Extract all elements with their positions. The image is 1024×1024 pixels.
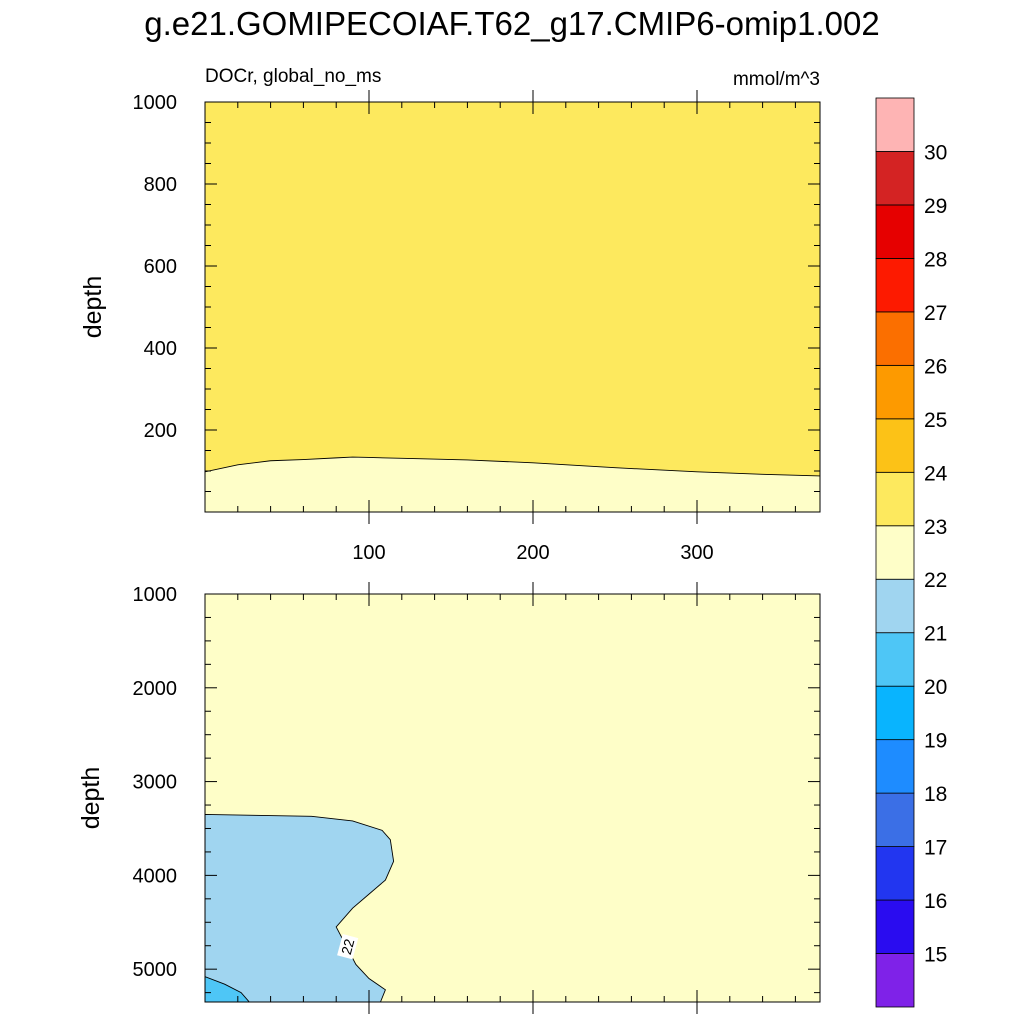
colorbar-box-24-25 [875, 418, 915, 473]
left-subtitle: DOCr, global_no_ms [205, 66, 381, 87]
units-subtitle: mmol/m^3 [733, 69, 820, 90]
colorbar-box-20-21 [875, 632, 915, 687]
colorbar-label-17: 17 [924, 837, 947, 860]
colorbar-label-16: 16 [924, 890, 947, 913]
colorbar-box-23-24 [875, 471, 915, 527]
lower-region-20-21 [205, 976, 250, 1002]
upper-y-tick-label-200: 200 [144, 420, 177, 442]
lower-y-axis-label: depth [77, 767, 105, 830]
lower-panel: 22 1000 2000 3000 4000 5000 depth [77, 582, 821, 1014]
upper-contour-line-0 [205, 456, 820, 477]
colorbar-label-23: 23 [924, 516, 947, 539]
upper-y-tick-label-600: 600 [144, 256, 177, 278]
x-tick-label-100: 100 [352, 542, 385, 564]
colorbar-box-17-18 [875, 792, 915, 847]
colorbar-label-29: 29 [924, 195, 947, 218]
lower-y-tick-label-1000: 1000 [133, 584, 178, 606]
upper-panel: 200 400 600 800 1000 100 200 300 depth [79, 90, 821, 564]
colorbar-box-29-30 [875, 151, 915, 206]
lower-plot-frame [204, 593, 821, 1003]
upper-y-axis-label: depth [79, 276, 107, 339]
lower-y-tick-label-3000: 3000 [133, 772, 178, 794]
colorbar-box-25-26 [875, 364, 915, 420]
colorbar-box-15-16 [875, 899, 915, 954]
chart-title: g.e21.GOMIPECOIAF.T62_g17.CMIP6-omip1.00… [144, 5, 880, 42]
colorbar-box-18-19a [875, 739, 915, 794]
colorbar-label-21: 21 [924, 623, 947, 646]
colorbar-box-26-27 [875, 311, 915, 366]
colorbar-label-30: 30 [924, 141, 947, 164]
lower-y-tick-label-2000: 2000 [133, 678, 178, 700]
contour-label-0: 22 [338, 937, 358, 956]
colorbar-label-28: 28 [924, 248, 947, 271]
colorbar-label-27: 27 [924, 302, 947, 325]
colorbar-box-lt15 [875, 953, 915, 1008]
colorbar-label-20: 20 [924, 676, 947, 699]
colorbar-label-19: 19 [924, 730, 947, 753]
colorbar-label-24: 24 [924, 462, 948, 485]
x-tick-label-300: 300 [680, 542, 713, 564]
colorbar-box-21-22 [875, 578, 915, 634]
colorbar-box-22-23 [875, 525, 915, 580]
x-tick-label-200: 200 [516, 542, 549, 564]
colorbar-label-22: 22 [924, 569, 947, 592]
upper-y-tick-label-400: 400 [144, 338, 177, 360]
colorbar-label-26: 26 [924, 355, 947, 378]
colorbar-box-gt30 [875, 97, 915, 152]
lower-y-tick-label-5000: 5000 [133, 959, 178, 981]
colorbar-label-15: 15 [924, 944, 947, 967]
upper-region-23-24 [205, 102, 820, 476]
colorbar-label-18: 18 [924, 783, 947, 806]
lower-y-tick-label-4000: 4000 [133, 865, 178, 887]
colorbar-box-28-29 [875, 204, 915, 259]
colorbar-box-16-17 [875, 846, 915, 901]
colorbar: 15 16 17 18 19 20 21 22 23 24 25 26 27 28 29 30 [875, 97, 948, 1008]
upper-y-tick-label-1000: 1000 [133, 92, 178, 114]
upper-y-tick-label-800: 800 [144, 174, 177, 196]
colorbar-box-27-28 [875, 258, 915, 313]
colorbar-box-19-20 [875, 685, 915, 741]
colorbar-label-25: 25 [924, 409, 947, 432]
